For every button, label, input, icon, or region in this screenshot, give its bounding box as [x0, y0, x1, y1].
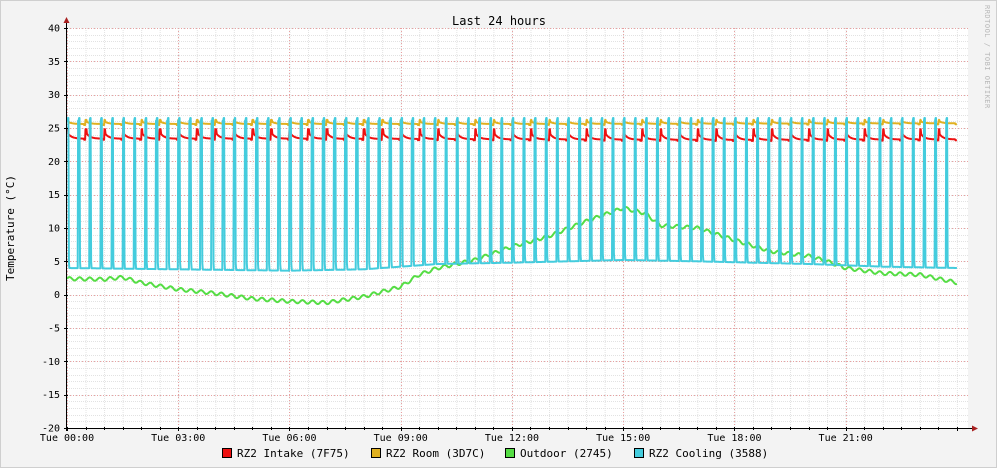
- y-tick-label: -20: [42, 424, 60, 435]
- y-tick-label: 40: [48, 24, 60, 35]
- legend-swatch: [371, 448, 381, 458]
- series-line-rz2-cooling-3588: [66, 117, 958, 272]
- legend-label: RZ2 Intake (7F75): [237, 447, 350, 460]
- y-axis-arrow: [63, 17, 70, 23]
- legend-swatch: [634, 448, 644, 458]
- x-tick-label: Tue 15:00: [596, 433, 650, 444]
- y-tick-label: 35: [48, 57, 60, 68]
- x-tick-label: Tue 06:00: [262, 433, 316, 444]
- x-tick-label: Tue 21:00: [819, 433, 873, 444]
- legend-label: RZ2 Room (3D7C): [386, 447, 485, 460]
- y-tick-label: 0: [54, 290, 60, 301]
- legend-swatch: [222, 448, 232, 458]
- legend-label: RZ2 Cooling (3588): [649, 447, 768, 460]
- x-tick-label: Tue 00:00: [40, 433, 94, 444]
- y-tick-label: 15: [48, 190, 60, 201]
- x-axis-arrow: [972, 425, 978, 432]
- axes: [63, 17, 978, 432]
- y-tick-label: -15: [42, 390, 60, 401]
- y-tick-label: 30: [48, 90, 60, 101]
- legend: RZ2 Intake (7F75) RZ2 Room (3D7C) Outdoor …: [222, 447, 768, 460]
- y-tick-label: -10: [42, 357, 60, 368]
- x-tick-label: Tue 12:00: [485, 433, 539, 444]
- x-tick-labels: Tue 00:00 Tue 03:00 Tue 06:00 Tue 09:00 Tue …: [40, 433, 873, 444]
- y-tick-label: -5: [48, 324, 60, 335]
- legend-swatch: [505, 448, 515, 458]
- y-tick-label: 20: [48, 157, 60, 168]
- legend-label: Outdoor (2745): [520, 447, 613, 460]
- rrdtool-watermark: RRDTOOL / TOBI OETIKER: [983, 5, 991, 109]
- y-tick-label: 25: [48, 124, 60, 135]
- x-tick-label: Tue 03:00: [151, 433, 205, 444]
- chart-title: Last 24 hours: [452, 14, 546, 28]
- x-tick-label: Tue 18:00: [707, 433, 761, 444]
- y-tick-label: 5: [54, 257, 60, 268]
- y-axis-label: Temperature (°C): [4, 175, 17, 281]
- x-tick-label: Tue 09:00: [374, 433, 428, 444]
- series-layer: [66, 117, 958, 306]
- y-tick-label: 10: [48, 224, 60, 235]
- y-tick-labels: 40 35 30 25 20 15 10 5 0 -5 -10 -15 -20: [42, 24, 60, 435]
